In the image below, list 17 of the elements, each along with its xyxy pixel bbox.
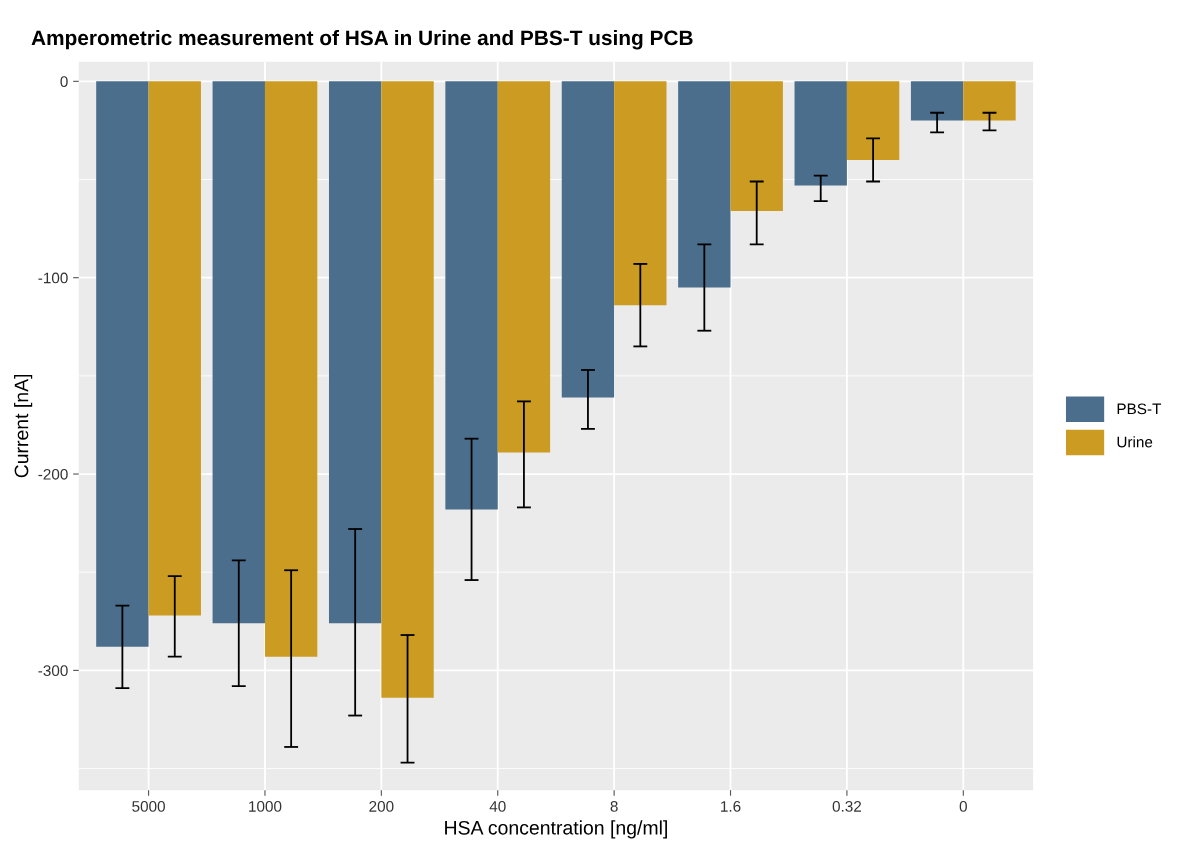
y-axis-title: Current [nA] bbox=[14, 374, 33, 478]
chart-title: Amperometric measurement of HSA in Urine and PBS-T using PCB bbox=[31, 29, 693, 50]
x-tick-label: 0.32 bbox=[832, 800, 862, 812]
y-tick-label: 0 bbox=[60, 76, 68, 88]
legend-label: Urine bbox=[1117, 436, 1153, 448]
x-tick-label: 1000 bbox=[249, 800, 282, 812]
y-tick-label: -200 bbox=[38, 468, 68, 480]
y-tick-label: -300 bbox=[38, 665, 68, 677]
y-tick-label: -100 bbox=[38, 272, 68, 284]
x-tick-label: 40 bbox=[489, 800, 506, 812]
x-axis-title: HSA concentration [ng/ml] bbox=[445, 820, 667, 839]
x-tick-label: 1.6 bbox=[721, 800, 741, 812]
x-tick-label: 5000 bbox=[132, 800, 165, 812]
x-tick-label: 200 bbox=[369, 800, 394, 812]
x-tick-label: 8 bbox=[610, 800, 618, 812]
legend-label: PBS-T bbox=[1117, 403, 1162, 415]
x-tick-label: 0 bbox=[959, 800, 967, 812]
